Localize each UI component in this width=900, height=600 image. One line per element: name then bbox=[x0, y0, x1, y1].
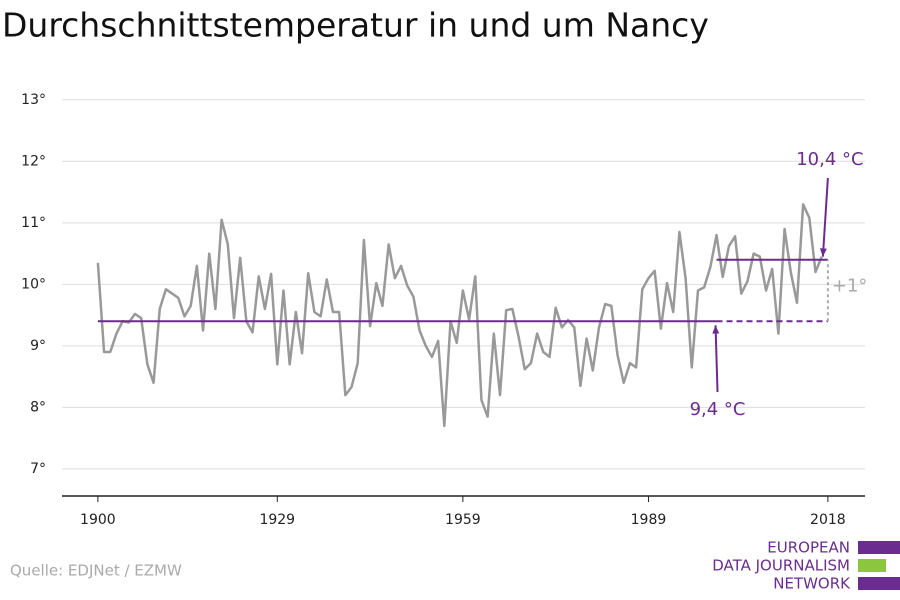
data-line bbox=[96, 203, 823, 428]
logo-line: EUROPEAN bbox=[767, 539, 850, 557]
annotation: 9,4 °C bbox=[690, 399, 746, 420]
arrow bbox=[714, 325, 719, 393]
y-tick-label: 8° bbox=[30, 399, 46, 415]
x-tick-label: 1900 bbox=[80, 512, 116, 528]
y-tick-label: 11° bbox=[21, 215, 46, 231]
logo-bar bbox=[858, 541, 900, 554]
logo-bar bbox=[858, 559, 886, 572]
logo-bar bbox=[858, 577, 900, 590]
arrow-head bbox=[819, 248, 827, 257]
source: Quelle: EDJNet / EZMW bbox=[10, 562, 182, 580]
chart-title: Durchschnittstemperatur in und um Nancy bbox=[2, 6, 709, 45]
logo-line: DATA JOURNALISM bbox=[712, 557, 850, 575]
arrow-head bbox=[712, 325, 720, 334]
x-tick-label: 1929 bbox=[259, 512, 295, 528]
y-tick-label: 12° bbox=[21, 153, 46, 169]
y-tick-label: 7° bbox=[30, 461, 46, 477]
difference-label: +1° bbox=[832, 276, 868, 297]
x-tick-label: 2018 bbox=[810, 512, 846, 528]
x-tick-label: 1989 bbox=[631, 512, 667, 528]
x-tick-label: 1959 bbox=[445, 512, 481, 528]
y-tick-label: 10° bbox=[21, 276, 46, 292]
y-tick-label: 9° bbox=[30, 338, 46, 354]
y-tick-label: 13° bbox=[21, 92, 46, 108]
annotation: 10,4 °C bbox=[796, 149, 863, 170]
arrow bbox=[821, 177, 829, 257]
logo: EUROPEAN DATA JOURNALISM NETWORK bbox=[712, 539, 900, 593]
logo-line: NETWORK bbox=[773, 575, 851, 593]
